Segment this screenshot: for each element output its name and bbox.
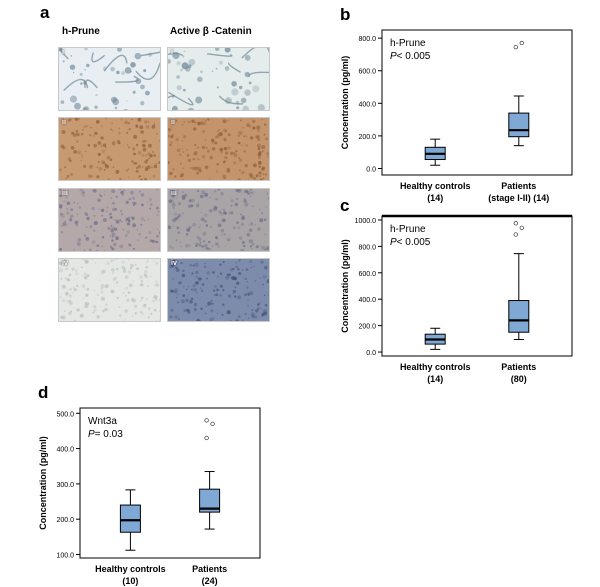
y-axis-label: Concentration (pg/ml) [340, 56, 350, 150]
group-n-label: (14) [427, 374, 443, 384]
group-name: Patients [501, 362, 536, 372]
outlier-point [513, 232, 518, 237]
p-value: P= 0.03 [88, 429, 123, 440]
tissue-texture [59, 259, 160, 321]
tile-row-label: iv [171, 260, 177, 267]
tissue-texture [59, 189, 160, 251]
iqr-box [199, 488, 221, 513]
micrograph-tile: ii [167, 117, 270, 181]
y-tick-label: 600.0 [358, 69, 376, 76]
outlier-point [519, 225, 524, 231]
y-tick-label: 800.0 [358, 244, 376, 251]
y-tick-label: 0.0 [366, 166, 376, 173]
y-tick-label: 400.0 [358, 297, 376, 304]
p-value-text: < 0.005 [397, 237, 431, 248]
group-name: Healthy controls [95, 564, 166, 574]
tissue-texture [168, 118, 269, 180]
group-name: Healthy controls [400, 181, 471, 191]
panel-a-letter: a [40, 3, 50, 22]
p-value: P< 0.005 [390, 51, 431, 62]
outlier-point [513, 44, 518, 50]
y-tick-label: 500.0 [56, 411, 74, 418]
tissue-texture [169, 259, 269, 321]
tile-row-label: ii [171, 119, 175, 126]
group-n-label: (stage I-II) (14) [488, 193, 549, 203]
outlier-point [204, 418, 209, 423]
micrograph-tile: i [167, 47, 270, 111]
p-value-symbol: P [390, 51, 397, 62]
plot-frame [79, 407, 261, 559]
p-value-symbol: P [88, 429, 95, 440]
micrograph-tile: iii [167, 188, 270, 252]
series-title: Wnt3a [88, 416, 117, 427]
tile-row-label: iii [62, 190, 68, 197]
group-n-label: (24) [202, 576, 218, 586]
y-tick-label: 800.0 [358, 36, 376, 43]
y-tick-label: 1000.0 [355, 218, 377, 225]
tile-row-label: i [62, 49, 64, 56]
panel-b-letter: b [340, 5, 351, 24]
group-name: Patients [501, 181, 536, 191]
group-name: Healthy controls [400, 362, 471, 372]
y-tick-label: 200.0 [358, 324, 376, 331]
iqr-box [508, 300, 530, 333]
group-n-label: (10) [122, 576, 138, 586]
y-tick-label: 400.0 [358, 101, 376, 108]
micrograph-tile: iv [58, 258, 161, 322]
tissue-texture [59, 118, 160, 180]
group-n-label: (80) [511, 374, 527, 384]
p-value: P< 0.005 [390, 237, 431, 248]
tile-row-label: iii [171, 190, 177, 197]
micrograph-tile: i [58, 47, 161, 111]
tile-row-label: ii [62, 119, 66, 126]
y-tick-label: 0.0 [366, 350, 376, 357]
tissue-texture [168, 189, 269, 251]
p-value-symbol: P [390, 237, 397, 248]
y-axis-label: Concentration (pg/ml) [38, 436, 48, 530]
group-name: Patients [192, 564, 227, 574]
outlier-point [204, 435, 209, 441]
p-value-text: = 0.03 [95, 429, 124, 440]
iqr-box [119, 504, 141, 533]
series-title: h-Prune [390, 224, 426, 235]
y-axis-label: Concentration (pg/ml) [340, 239, 350, 333]
tissue-texture [168, 48, 269, 110]
plot-frame [381, 29, 573, 176]
micrograph-tile: iv [167, 258, 270, 322]
group-n-label: (14) [427, 193, 443, 203]
y-tick-label: 300.0 [56, 482, 74, 489]
outlier-point [513, 221, 518, 226]
micrograph-tile: ii [58, 117, 161, 181]
y-tick-label: 100.0 [56, 552, 74, 559]
outlier-point [519, 40, 524, 46]
outlier-point [210, 421, 215, 427]
panel-a-col1-heading: h-Prune [62, 26, 100, 37]
p-value-text: < 0.005 [397, 51, 431, 62]
y-tick-label: 200.0 [358, 134, 376, 141]
series-title: h-Prune [390, 38, 426, 49]
tile-row-label: iv [62, 260, 68, 267]
y-tick-label: 200.0 [56, 517, 74, 524]
panel-d-letter: d [38, 383, 49, 402]
y-tick-label: 600.0 [358, 271, 376, 278]
panel-a-col2-heading: Active β -Catenin [170, 26, 252, 37]
tissue-texture [59, 48, 160, 110]
micrograph-tile: iii [58, 188, 161, 252]
tile-row-label: i [171, 49, 173, 56]
panel-c-letter: c [340, 196, 350, 215]
y-tick-label: 400.0 [56, 447, 74, 454]
